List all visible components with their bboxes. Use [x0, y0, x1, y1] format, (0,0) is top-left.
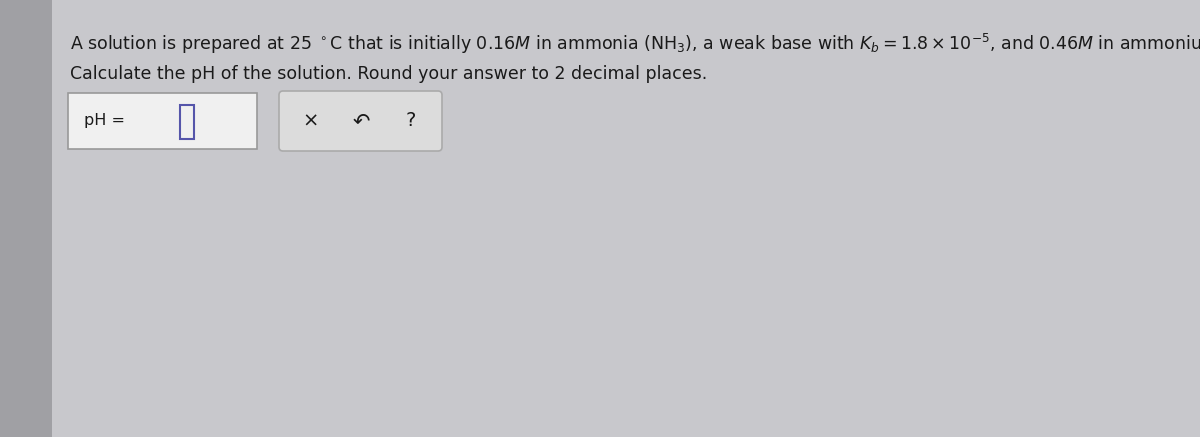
Text: pH =: pH = — [84, 114, 130, 128]
Text: Calculate the pH of the solution. Round your answer to 2 decimal places.: Calculate the pH of the solution. Round … — [70, 65, 707, 83]
Text: ?: ? — [406, 111, 416, 131]
Text: A solution is prepared at 25 $^\circ$C that is initially 0.16$M$ in ammonia $\le: A solution is prepared at 25 $^\circ$C t… — [70, 32, 1200, 56]
FancyBboxPatch shape — [0, 0, 52, 437]
FancyBboxPatch shape — [278, 91, 442, 151]
FancyBboxPatch shape — [68, 93, 257, 149]
Text: ×: × — [302, 111, 319, 131]
Text: ↶: ↶ — [353, 111, 370, 131]
FancyBboxPatch shape — [180, 105, 194, 139]
